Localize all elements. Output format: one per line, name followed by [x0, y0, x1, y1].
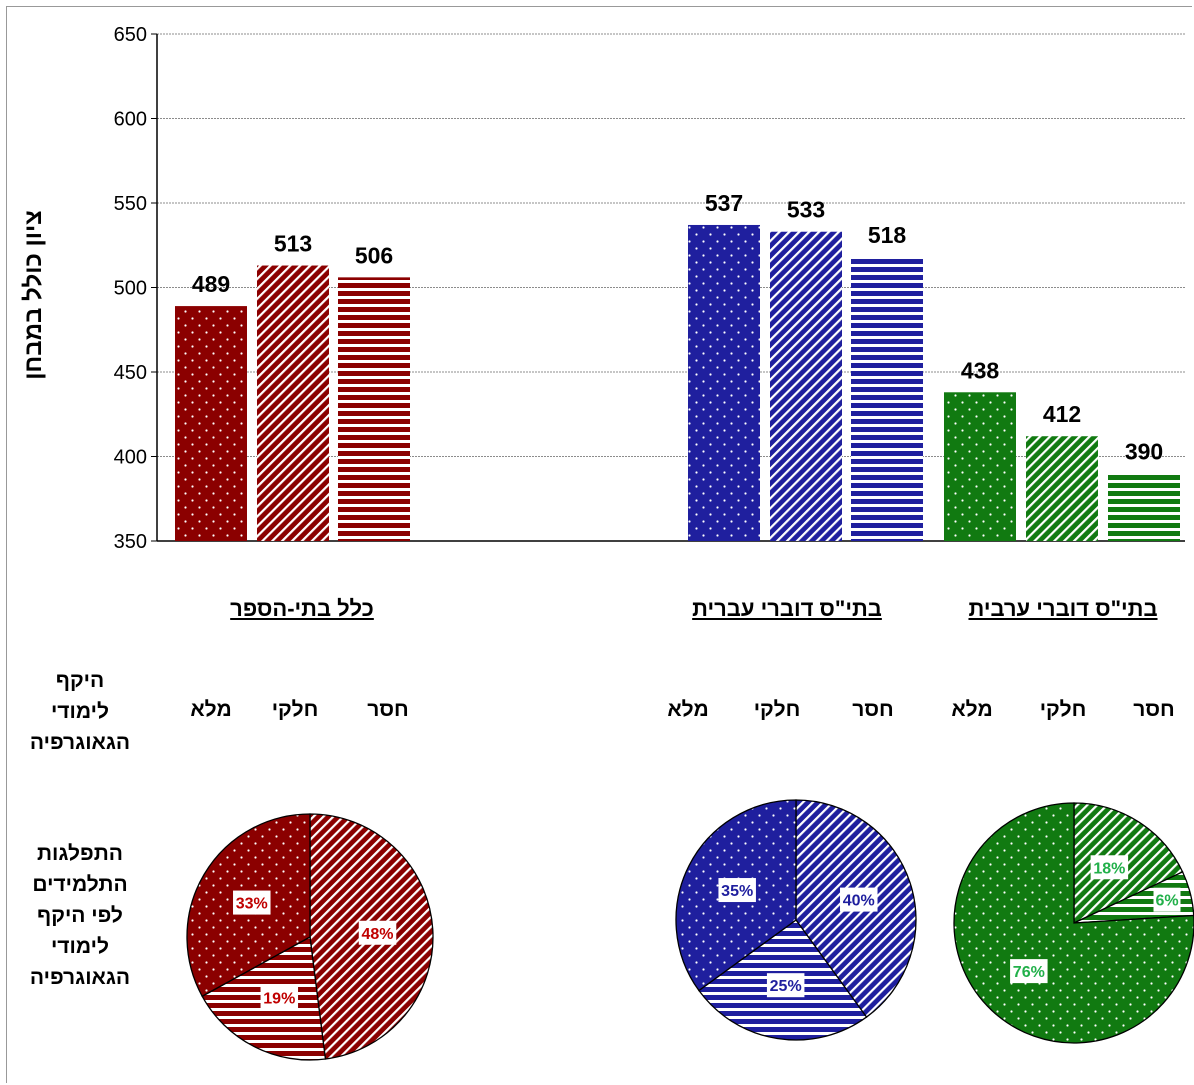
bar-value-label: 412 [1043, 401, 1081, 427]
chart-frame [6, 6, 1192, 1083]
pie-label-box [840, 887, 878, 912]
pie-value-label: 25% [770, 978, 802, 995]
bar [1026, 436, 1098, 541]
y-tick-label: 400 [114, 447, 147, 469]
y-axis-label: ציון כולל במבחן [20, 210, 47, 380]
pie-value-label: 76% [1013, 964, 1045, 981]
group-title-hebrew: בתי"ס דוברי עברית [692, 596, 882, 621]
y-tick-label: 550 [114, 193, 147, 215]
y-tick-label: 450 [114, 362, 147, 384]
pie-value-label: 18% [1093, 860, 1125, 877]
bar [175, 306, 247, 541]
bar [338, 277, 410, 541]
pie-label-box [1010, 959, 1048, 984]
level-label-hebrew-partial: חלקי [753, 698, 801, 721]
group-title-all: כלל בתי-הספר [230, 596, 374, 621]
y-tick-label: 350 [114, 531, 147, 553]
pie-label-box [260, 985, 299, 1010]
bar-value-label: 533 [787, 197, 825, 223]
pie-value-label: 19% [263, 990, 295, 1007]
pie-label-box [233, 890, 271, 915]
bar-value-label: 489 [192, 271, 230, 297]
level-label-all-partial: חלקי [271, 698, 319, 721]
pie-value-label: 40% [843, 893, 875, 910]
pie-label-box [766, 973, 805, 998]
level-label-arabic-none: חסר [1133, 698, 1175, 721]
y-tick-label: 600 [114, 109, 147, 131]
pie-label-box [1090, 855, 1129, 880]
y-tick-label: 500 [114, 278, 147, 300]
bar-value-label: 506 [355, 242, 393, 268]
bar [944, 392, 1016, 541]
bar [688, 224, 760, 541]
y-tick-label: 650 [114, 24, 147, 46]
scope-side-label: היקף לימודי הגאוגרפיה [29, 669, 131, 754]
level-label-all-full: מלא [190, 698, 232, 721]
pie-value-label: 35% [721, 883, 753, 900]
pie-label-box [718, 878, 756, 903]
level-label-all-none: חסר [367, 698, 409, 721]
distribution-side-label: התפלגות התלמידים לפי היקף לימודי הגאוגרפ… [29, 842, 131, 989]
bar-value-label: 537 [705, 190, 743, 216]
level-label-hebrew-none: חסר [852, 698, 894, 721]
level-label-arabic-full: מלא [951, 698, 993, 721]
bar [851, 257, 923, 541]
pie-label-box [358, 920, 397, 945]
bar [1108, 473, 1180, 541]
bar [257, 265, 329, 541]
pie-slice [1073, 802, 1184, 925]
pie-value-label: 48% [362, 926, 394, 943]
bar [770, 231, 842, 542]
bar-value-label: 390 [1125, 438, 1163, 464]
pie-label-box [1153, 887, 1181, 912]
level-label-hebrew-full: מלא [667, 698, 709, 721]
bar-value-label: 518 [868, 222, 907, 248]
level-label-arabic-partial: חלקי [1039, 698, 1087, 721]
bar-value-label: 438 [961, 357, 1000, 383]
bar-value-label: 513 [274, 231, 312, 257]
group-title-arabic: בתי"ס דוברי ערבית [968, 596, 1158, 621]
pie-value-label: 33% [236, 896, 268, 913]
pie-value-label: 6% [1155, 893, 1178, 910]
